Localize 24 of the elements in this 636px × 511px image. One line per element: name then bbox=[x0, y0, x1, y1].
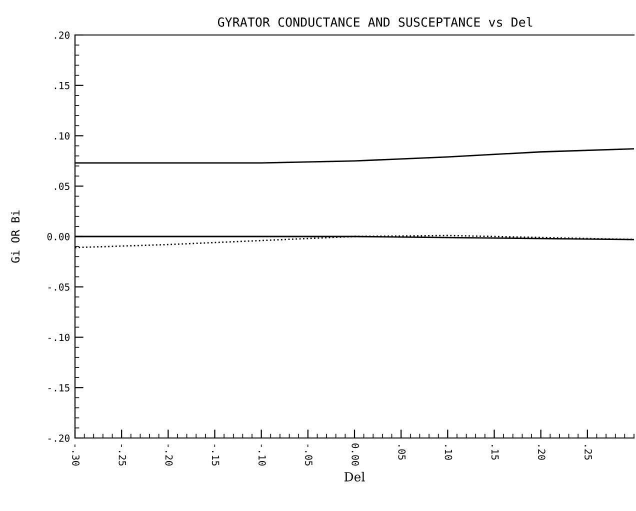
y-tick-label: -.10 bbox=[48, 334, 70, 342]
x-tick-label: -.15 bbox=[212, 444, 220, 466]
x-tick-label: -.10 bbox=[258, 444, 266, 466]
x-tick-label: .20 bbox=[538, 445, 546, 460]
x-tick-label: .10 bbox=[444, 445, 452, 460]
x-tick-label: 0.00 bbox=[352, 443, 360, 466]
y-tick-label: .10 bbox=[54, 132, 70, 140]
x-tick-label: .15 bbox=[491, 445, 499, 460]
x-tick-label: .05 bbox=[398, 445, 406, 460]
y-tick-label: .15 bbox=[54, 82, 70, 90]
y-axis-title: Gi OR Bi bbox=[10, 210, 20, 263]
y-tick-label: -.20 bbox=[48, 434, 70, 442]
y-tick-label: -.05 bbox=[48, 283, 70, 291]
y-tick-label: -.15 bbox=[48, 384, 70, 392]
x-tick-label: .25 bbox=[584, 445, 592, 460]
x-tick-label: -.30 bbox=[72, 444, 80, 466]
y-tick-label: .05 bbox=[54, 182, 70, 190]
y-tick-label: .20 bbox=[54, 32, 70, 39]
x-tick-label: -.20 bbox=[165, 444, 173, 466]
x-axis-title: Del bbox=[344, 472, 365, 482]
y-tick-label: 0.00 bbox=[47, 233, 70, 240]
chart-title: GYRATOR CONDUCTANCE AND SUSCEPTANCE vs Del bbox=[218, 17, 532, 27]
x-tick-label: -.25 bbox=[118, 444, 126, 466]
x-tick-label: -.05 bbox=[305, 444, 312, 466]
